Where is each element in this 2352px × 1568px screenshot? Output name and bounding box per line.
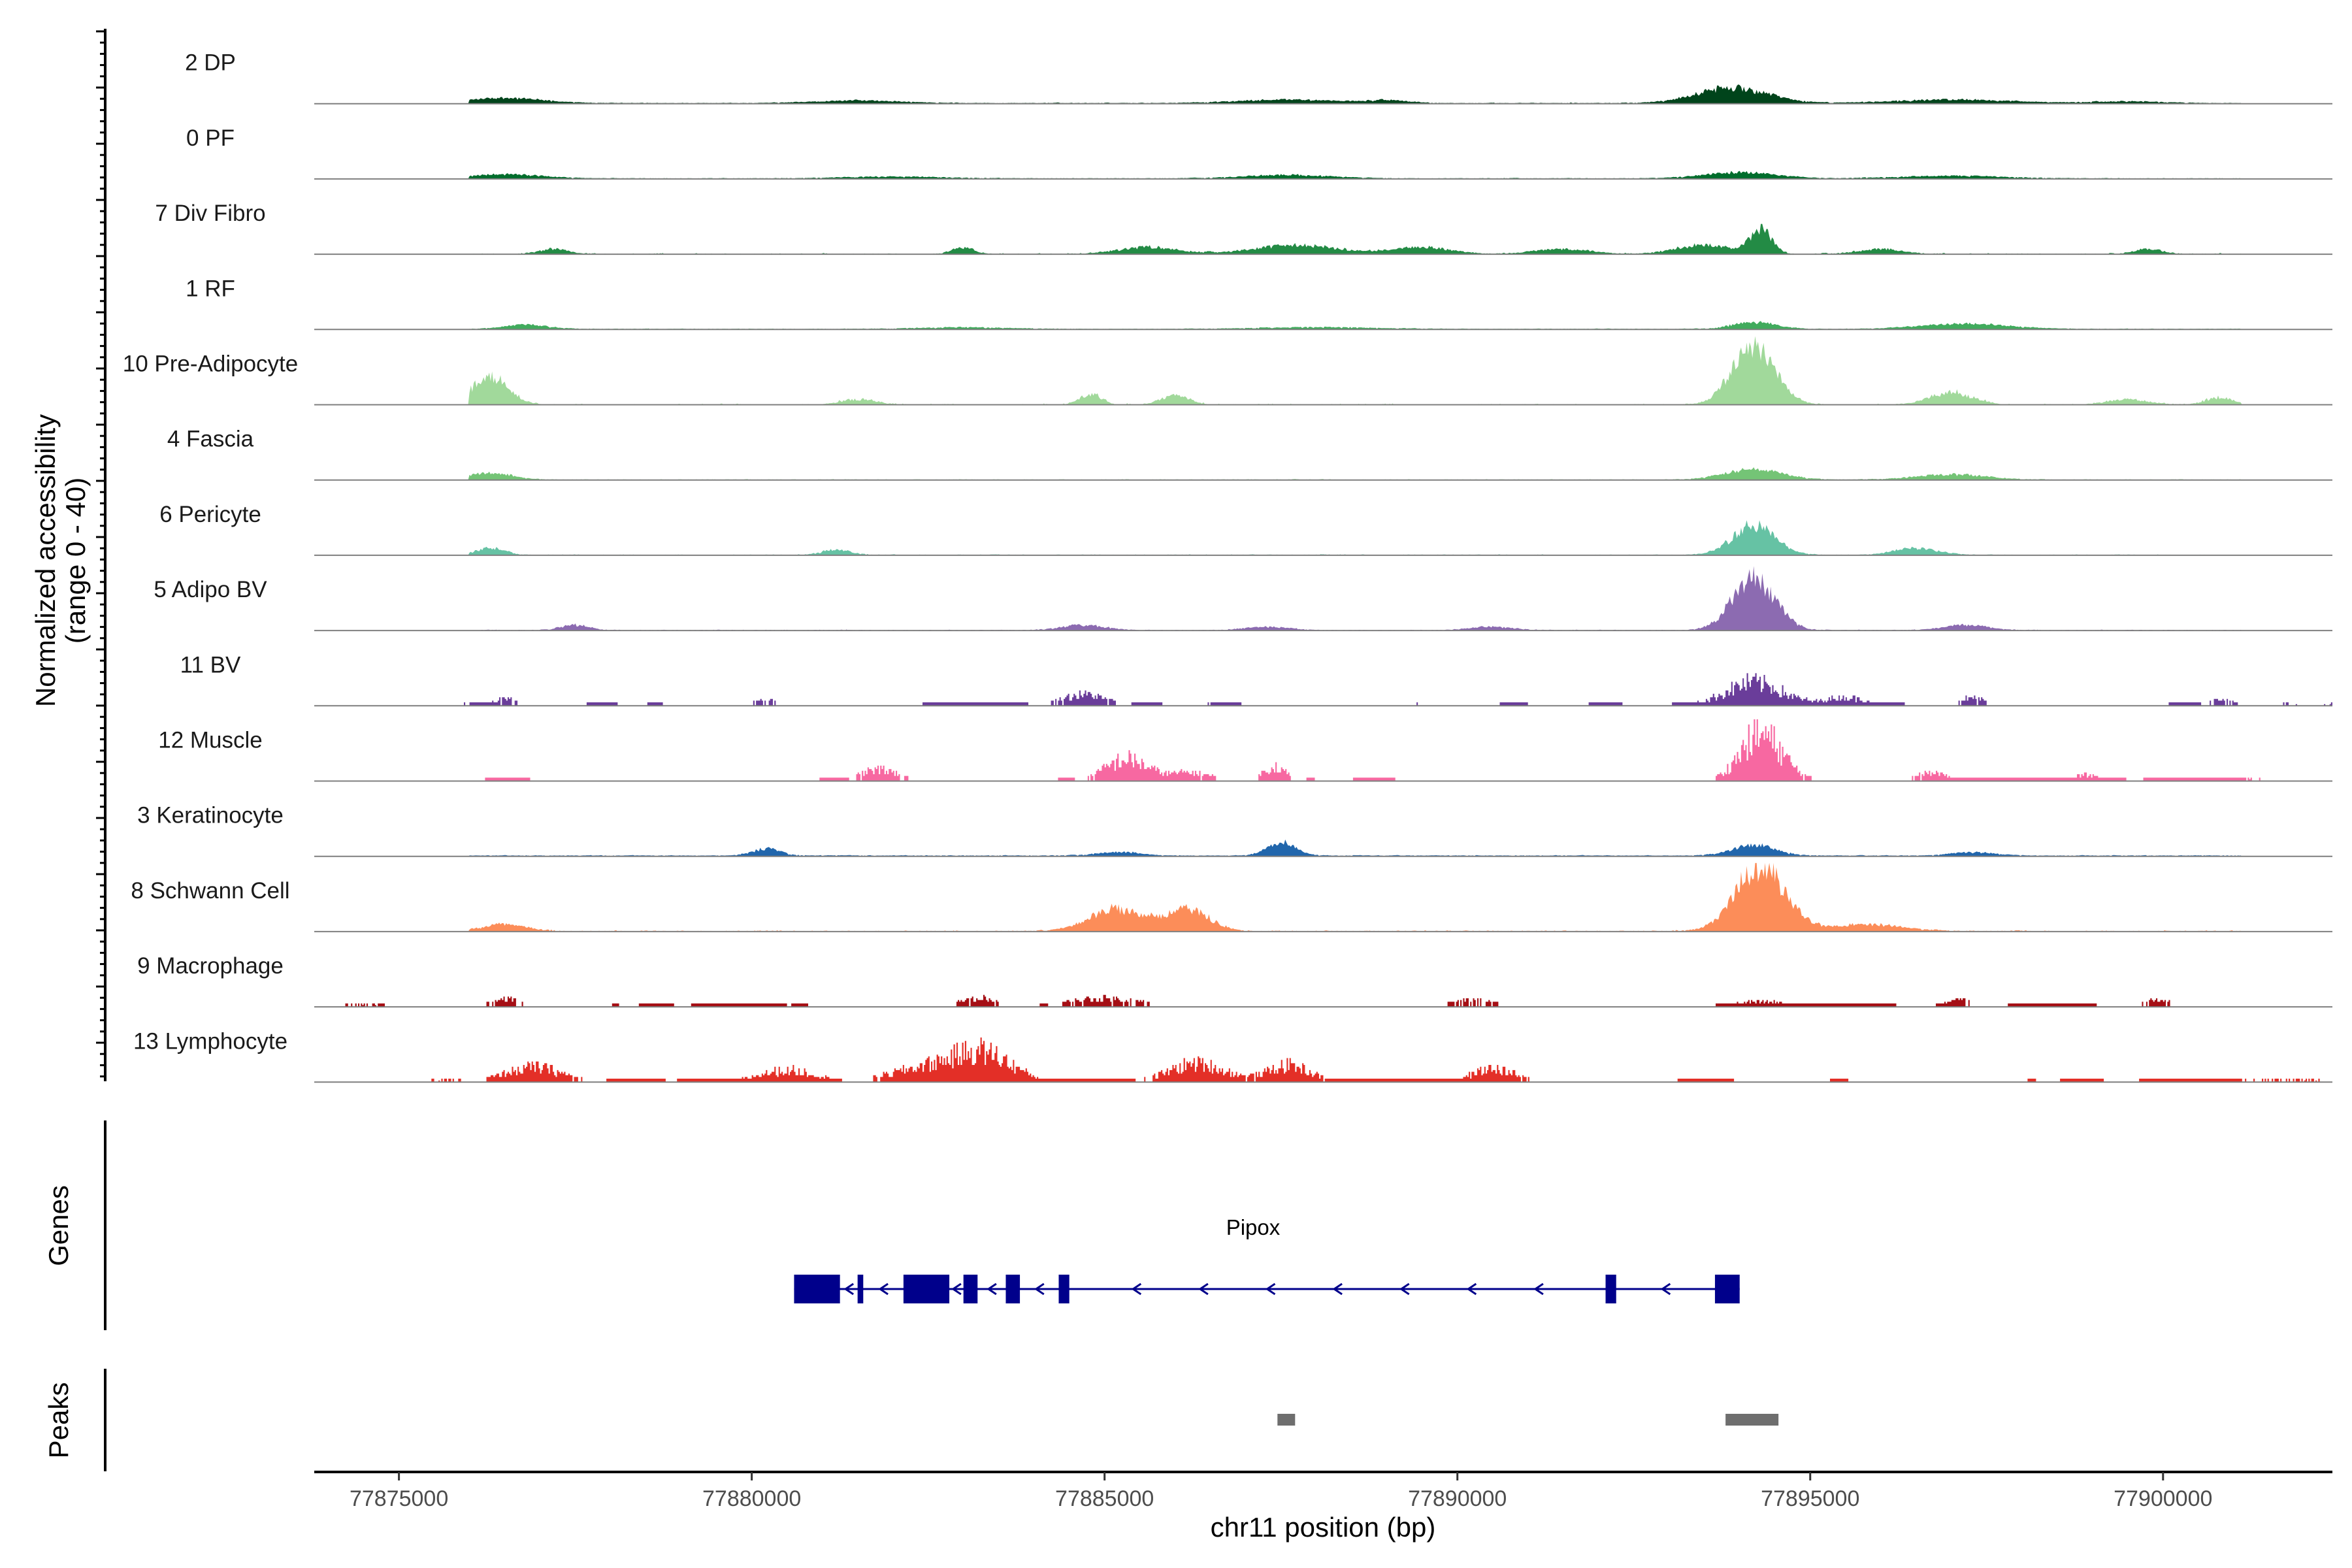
track-10-pre-adipocyte: 10 Pre-Adipocyte [123,336,2332,406]
track-label: 3 Keratinocyte [137,803,284,828]
peaks-track [1277,1414,1779,1426]
track-4-fascia: 4 Fascia [167,427,2332,481]
track-8-schwann-cell: 8 Schwann Cell [131,862,2332,932]
strand-arrow [1131,1282,1142,1296]
strand-arrow [1660,1282,1671,1296]
track-label: 9 Macrophage [137,953,284,979]
peak-region [1725,1414,1779,1426]
coverage-area [314,336,2332,405]
gene-exon [794,1275,840,1303]
track-label: 2 DP [185,50,236,76]
track-12-muscle: 12 Muscle [158,719,2332,782]
x-axis-ticks: 77875000 77880000 77885000 77890000 77895000… [350,1472,2212,1511]
accessibility-tracks: 2 DP 0 PF 7 Div Fibro 1 RF 10 Pre-Adipocyte 4… [123,50,2332,1083]
gene-exon [963,1275,978,1303]
track-6-pericyte: 6 Pericyte [159,502,2332,556]
gene-name-label: Pipox [1226,1215,1281,1239]
coverage-area [314,520,2332,555]
strand-arrow [1466,1282,1477,1296]
track-0-pf: 0 PF [186,125,2332,180]
track-label: 5 Adipo BV [154,577,267,602]
gene-exon [1005,1275,1021,1303]
gene-exon [1714,1275,1740,1303]
strand-arrow [1332,1282,1343,1296]
x-tick-label: 77895000 [1761,1486,1859,1511]
strand-arrow [878,1282,889,1296]
peak-region [1277,1414,1296,1426]
track-5-adipo-bv: 5 Adipo BV [154,566,2332,632]
strand-arrow [843,1282,854,1296]
track-label: 13 Lymphocyte [133,1028,287,1054]
coverage-area [314,171,2332,179]
gene-track: Pipox [794,1215,1740,1303]
strand-arrow [1034,1282,1045,1296]
track-1-rf: 1 RF [186,276,2332,331]
coverage-area [314,1037,2332,1083]
coverage-area [314,467,2332,480]
coverage-area [314,566,2332,631]
track-2-dp: 2 DP [185,50,2332,105]
coverage-area [314,84,2332,104]
x-tick-label: 77900000 [2114,1486,2212,1511]
y-axis-title-line2: (range 0 - 40) [60,478,91,644]
track-label: 6 Pericyte [159,502,261,527]
x-tick-label: 77890000 [1408,1486,1507,1511]
y-axis-title-line1: Normalized accessibility [30,414,61,707]
track-label: 1 RF [186,276,235,301]
gene-exon [903,1275,950,1303]
track-11-bv: 11 BV [180,652,2332,707]
coverage-area [314,223,2332,255]
track-label: 7 Div Fibro [155,201,265,226]
strand-arrow [987,1282,997,1296]
gene-exon [1058,1275,1070,1303]
x-tick-label: 77880000 [702,1486,801,1511]
track-13-lymphocyte: 13 Lymphocyte [133,1028,2332,1083]
coverage-area [314,719,2332,781]
gene-exon [857,1275,864,1303]
x-tick-label: 77875000 [350,1486,448,1511]
strand-arrow [951,1282,962,1296]
track-label: 8 Schwann Cell [131,878,289,904]
track-3-keratinocyte: 3 Keratinocyte [137,803,2332,857]
coverage-area [314,994,2332,1007]
y-axis-ticks [96,30,105,1078]
coverage-area [314,321,2332,330]
peaks-panel-label: Peaks [43,1382,74,1459]
track-7-div-fibro: 7 Div Fibro [155,201,2332,255]
x-tick-label: 77885000 [1055,1486,1154,1511]
strand-arrow [1265,1282,1276,1296]
track-label: 12 Muscle [158,728,263,753]
strand-arrow [1533,1282,1544,1296]
coverage-area [314,673,2332,706]
track-label: 0 PF [186,125,235,151]
strand-arrow [1198,1282,1209,1296]
genes-panel-label: Genes [43,1185,74,1266]
gene-exon [1605,1275,1616,1303]
track-label: 11 BV [180,652,241,678]
strand-arrow [1399,1282,1410,1296]
coverage-area [314,862,2332,932]
track-label: 4 Fascia [167,427,254,452]
track-9-macrophage: 9 Macrophage [137,953,2332,1008]
x-axis-title: chr11 position (bp) [1211,1512,1436,1543]
track-label: 10 Pre-Adipocyte [123,351,298,377]
coverage-area [314,840,2332,857]
